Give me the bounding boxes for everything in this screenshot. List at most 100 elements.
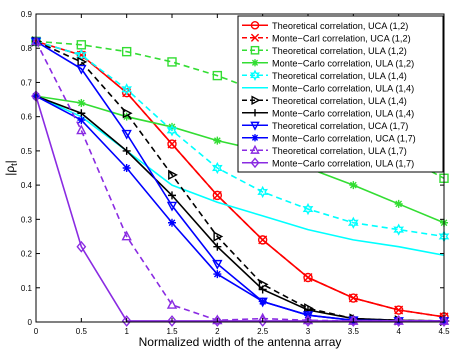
x-marker	[167, 139, 177, 149]
x-tick-label: 4	[396, 327, 401, 336]
square-marker	[250, 45, 260, 55]
hexagram-marker	[250, 69, 260, 81]
hexagram-marker	[302, 202, 314, 216]
ticks-layer: 0 0.5 1 1.5 2 2.5 3 3.5 4 4.5 0 0.1 0.2 0.3 0.4 0.5 0.6 0…	[21, 10, 450, 336]
triangle-right-marker	[122, 108, 133, 119]
plot-frame	[35, 13, 445, 323]
hexagram-marker	[393, 223, 404, 236]
x-marker	[212, 190, 222, 200]
legend-entry: Theoretical correlation, ULA (1,4)	[242, 69, 407, 81]
star-marker	[122, 164, 131, 172]
hexagram-marker	[212, 161, 223, 175]
y-axis-label: |ρt|	[3, 160, 19, 176]
legend-label: Theoretical correlation, UCA (1,7)	[272, 121, 408, 131]
y-tick-label: 0.5	[21, 147, 33, 156]
legend-entry: Monte−Carl correlation, UCA (1,2)	[242, 33, 411, 43]
legend-entry: Theoretical correlation, ULA (1,7)	[242, 144, 407, 156]
circle-marker	[250, 20, 260, 30]
legend-entry: Theoretical correlation, ULA (1,4)	[242, 95, 407, 106]
series-line	[35, 95, 444, 322]
legend-label: Monte−Carlo correlation, ULA (1,7)	[272, 158, 414, 168]
legend-entry: Theoretical correlation, UCA (1,2)	[242, 21, 408, 31]
star-marker	[77, 116, 86, 125]
triangle-right-marker	[251, 95, 261, 106]
circle-marker	[212, 190, 223, 201]
triangle-up-marker	[76, 124, 87, 135]
triangle-down-marker	[76, 64, 87, 75]
star-marker	[251, 134, 259, 142]
x-marker	[394, 305, 404, 315]
x-tick-label: 1	[124, 327, 129, 336]
legend-label: Monte−Carlo correlation, ULA (1,4)	[272, 108, 414, 118]
legend-entry: Monte−Carlo correlation, ULA (1,7)	[242, 157, 414, 168]
y-tick-label: 0.2	[21, 250, 33, 259]
star-marker	[251, 59, 259, 67]
hexagram-marker	[348, 216, 359, 229]
square-marker	[121, 46, 132, 57]
triangle-right-marker	[168, 169, 178, 181]
series-line	[35, 95, 445, 322]
x-tick-label: 2.5	[257, 327, 269, 336]
legend-entry: Monte−Carlo correlation, ULA (1,2)	[242, 58, 414, 68]
plus-marker	[258, 285, 267, 294]
y-tick-label: 0.9	[21, 10, 33, 19]
x-tick-label: 1.5	[166, 327, 178, 336]
hexagram-marker	[257, 185, 268, 199]
circle-marker	[393, 305, 404, 315]
triangle-right-marker	[77, 56, 88, 68]
x-tick-label: 3.5	[348, 327, 360, 336]
star-marker	[168, 218, 176, 227]
legend-label: Monte−Carlo correlation, ULA (1,4)	[272, 83, 414, 93]
star-marker	[213, 270, 222, 279]
y-tick-label: 0.3	[21, 215, 33, 224]
y-tick-label: 0	[28, 318, 33, 327]
diamond-marker	[303, 315, 313, 327]
legend-label: Theoretical correlation, UCA (1,2)	[272, 21, 408, 31]
legend-label: Theoretical correlation, ULA (1,7)	[272, 146, 407, 156]
x-marker	[258, 235, 268, 245]
legend-entry: Monte−Carlo correlation, ULA (1,4)	[242, 83, 414, 93]
x-tick-label: 3	[306, 327, 311, 336]
x-tick-label: 0	[34, 327, 39, 336]
plus-marker	[122, 146, 131, 155]
series-line	[35, 95, 445, 257]
legend-label: Theoretical correlation, ULA (1,2)	[272, 46, 407, 56]
triangle-down-marker	[212, 259, 223, 270]
plus-marker	[251, 109, 259, 117]
square-marker	[212, 70, 223, 81]
star-marker	[394, 199, 403, 208]
hexagram-marker	[166, 124, 178, 137]
diamond-marker	[167, 315, 177, 327]
legend-label: Theoretical correlation, ULA (1,4)	[272, 96, 407, 106]
y-tick-label: 0.1	[21, 284, 33, 293]
diamond-marker	[393, 315, 404, 327]
x-marker	[348, 293, 358, 303]
plus-marker	[168, 191, 176, 200]
triangle-up-marker	[250, 144, 260, 154]
circle-marker	[257, 235, 268, 245]
legend-entry: Theoretical correlation, ULA (1,2)	[242, 46, 407, 56]
y-tick-label: 0.7	[21, 78, 33, 87]
legend-label: Monte−Carl correlation, UCA (1,2)	[272, 33, 411, 43]
diamond-marker	[76, 240, 87, 253]
diamond-marker	[257, 315, 268, 327]
x-marker	[303, 273, 313, 283]
star-marker	[213, 136, 222, 145]
legend-label: Monte−Carlo correlation, ULA (1,2)	[272, 58, 414, 68]
triangle-up-marker	[212, 314, 223, 325]
legend-entry: Monte−Carlo correlation, ULA (1,4)	[242, 108, 414, 118]
series-group	[35, 95, 445, 257]
plus-marker	[77, 109, 86, 118]
circle-marker	[167, 139, 177, 149]
legend-box	[237, 15, 444, 173]
legend-entry: Theoretical correlation, UCA (1,7)	[242, 121, 408, 131]
y-tick-label: 0.4	[21, 181, 33, 190]
legend: Theoretical correlation, UCA (1,2) Monte−…	[237, 15, 444, 173]
star-marker	[122, 112, 131, 121]
y-tick-label: 0.6	[21, 113, 33, 122]
series-group	[31, 90, 449, 327]
triangle-down-marker	[166, 201, 178, 212]
diamond-marker	[439, 315, 449, 327]
series-line	[35, 40, 445, 322]
